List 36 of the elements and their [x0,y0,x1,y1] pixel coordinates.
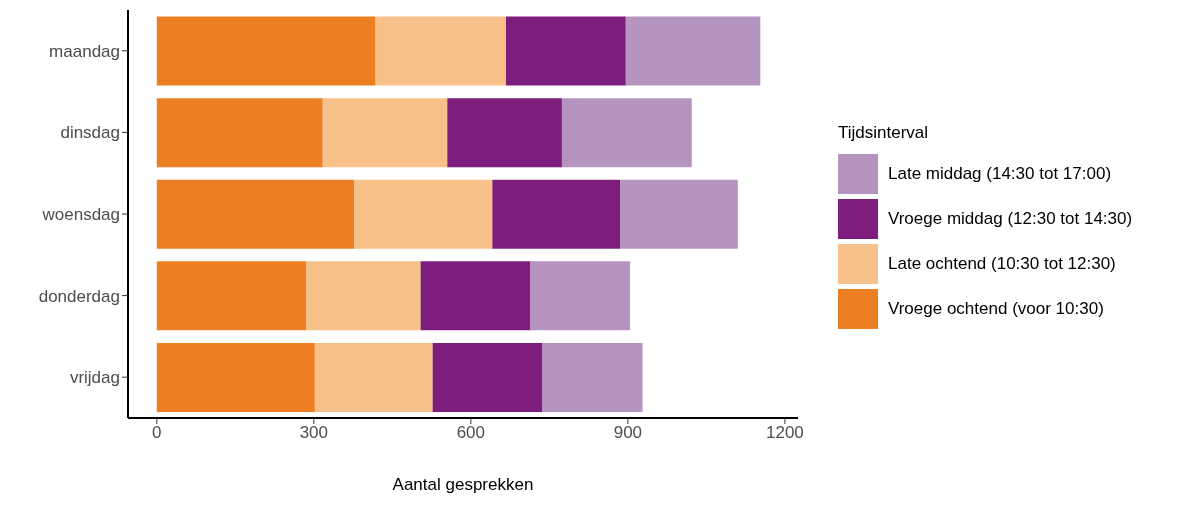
bar [620,179,738,249]
bar [447,98,562,168]
legend-title: Tijdsinterval [838,123,930,143]
bar [314,342,433,412]
bar [156,16,376,86]
y-tick-label: donderdag [38,286,120,306]
bar [561,98,692,168]
y-tick-label: woensdag [41,205,120,225]
bar [530,261,630,331]
x-tick-label: 300 [299,423,329,443]
x-axis-title: Aantal gesprekken [392,475,534,494]
legend-label: Late middag (14:30 tot 17:00) [888,163,1112,184]
bar [542,342,643,412]
bar [156,261,306,331]
legend-label: Vroege ochtend (voor 10:30) [888,298,1104,319]
bar [305,261,421,331]
bar [322,98,448,168]
x-tick-label: 1200 [766,423,804,443]
x-tick-label: 0 [152,423,162,443]
y-tick-label: dinsdag [60,123,120,143]
legend-label: Vroege middag (12:30 tot 14:30) [888,208,1133,229]
bar [420,261,531,331]
bar [156,179,355,249]
bar [492,179,621,249]
legend-label: Late ochtend (10:30 tot 12:30) [888,253,1116,274]
y-tick-label: maandag [49,41,120,61]
y-tick-label: vrijdag [69,368,120,388]
bar [156,98,323,168]
x-tick-label: 900 [613,423,643,443]
bar [432,342,543,412]
bar [625,16,761,86]
bar [375,16,506,86]
bar [505,16,626,86]
x-tick-label: 600 [456,423,486,443]
bar [354,179,493,249]
bar [156,342,315,412]
